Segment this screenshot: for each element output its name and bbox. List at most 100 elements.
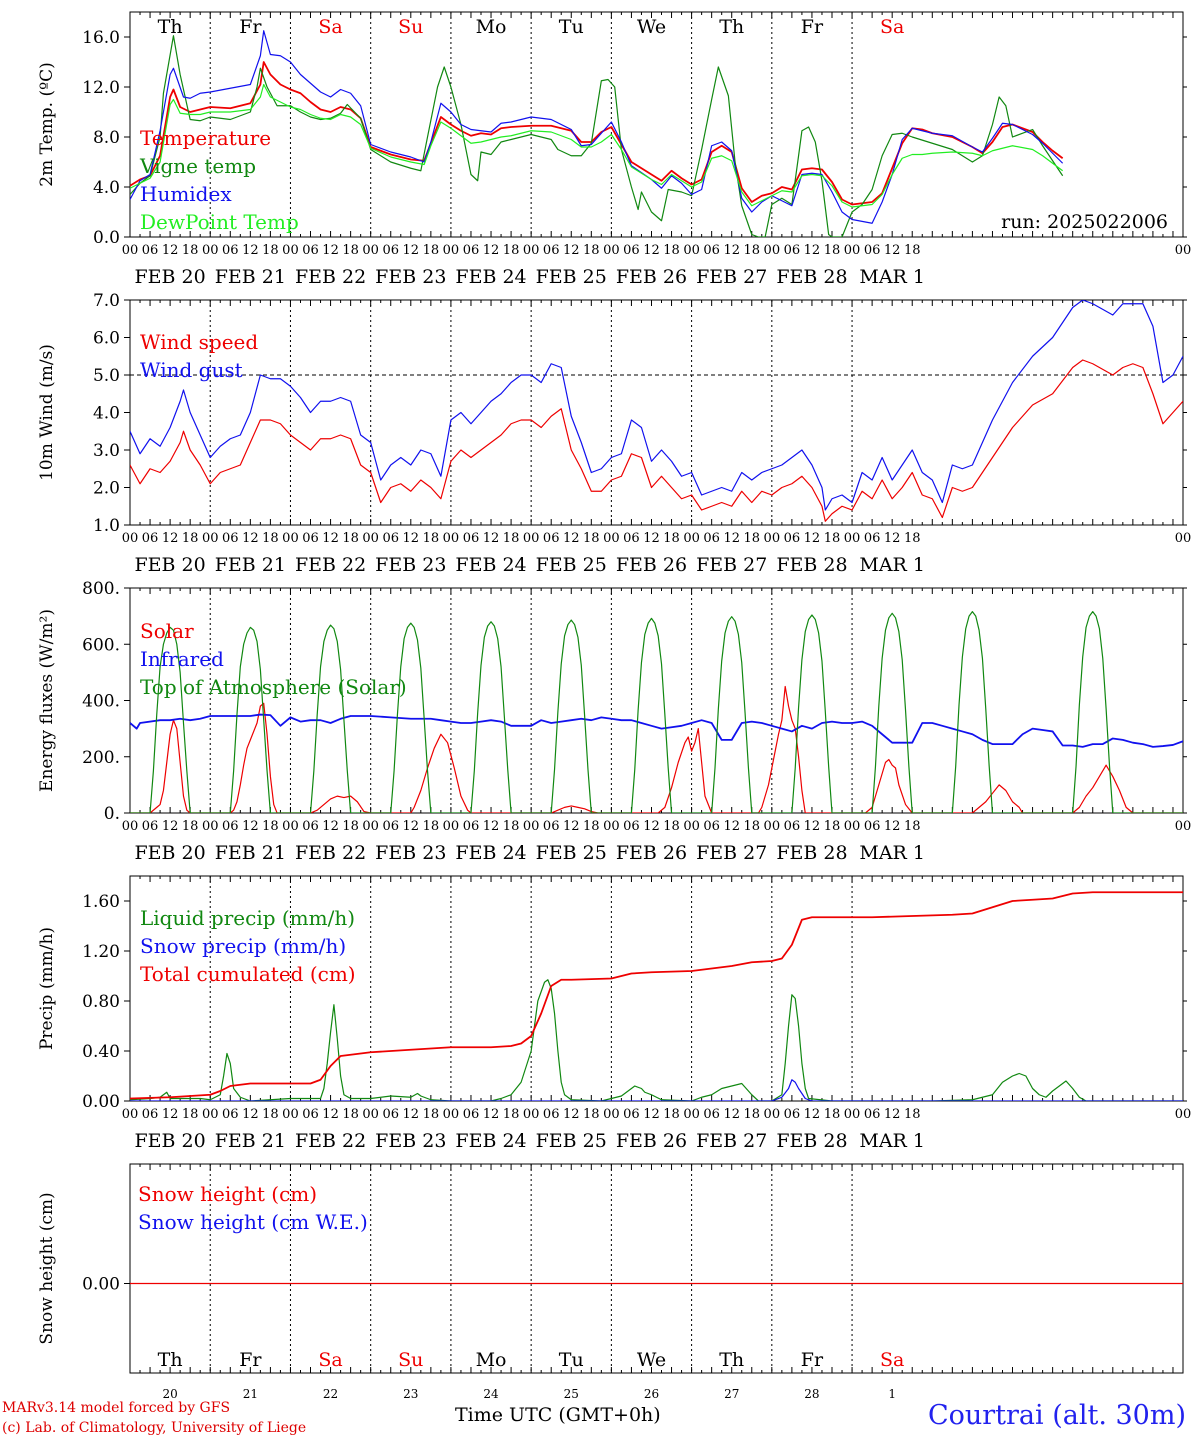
panel-frame <box>129 299 1184 526</box>
hour-tick-label: 12 <box>322 819 339 834</box>
hour-tick-label: 06 <box>302 531 319 546</box>
hour-tick-label: 12 <box>804 243 821 258</box>
y-tick-label: 3.0 <box>93 441 120 461</box>
day-number-label: 24 <box>483 1387 499 1401</box>
series-line-infrared <box>130 713 1183 748</box>
hour-tick-label: 12 <box>563 819 580 834</box>
hour-tick-label: 00 <box>1175 1107 1192 1122</box>
hour-tick-label: 12 <box>643 243 660 258</box>
hour-tick-label: 06 <box>543 531 560 546</box>
y-tick-label: 800. <box>82 579 120 599</box>
hour-tick-label: 00 <box>282 1107 299 1122</box>
hour-tick-label: 00 <box>202 819 219 834</box>
legend-entry: Snow precip (mm/h) <box>140 934 346 958</box>
hour-tick-label: 18 <box>262 531 279 546</box>
hour-tick-label: 12 <box>563 243 580 258</box>
time-axis-label: Time UTC (GMT+0h) <box>455 1404 661 1426</box>
hour-tick-label: 06 <box>463 531 480 546</box>
hour-tick-label: 06 <box>463 1107 480 1122</box>
legend-entry: Snow height (cm W.E.) <box>138 1210 368 1234</box>
y-tick-label: 0.80 <box>82 992 120 1012</box>
hour-tick-label: 12 <box>804 819 821 834</box>
hour-tick-label: 12 <box>563 531 580 546</box>
series-group <box>130 300 1183 522</box>
y-tick-label: 200. <box>82 748 120 768</box>
hour-tick-label: 00 <box>362 1107 379 1122</box>
hour-tick-label: 00 <box>122 819 139 834</box>
y-tick-label: 0.00 <box>82 1092 120 1112</box>
legend-entry: Wind speed <box>140 330 258 354</box>
hour-tick-label: 18 <box>583 819 600 834</box>
hour-tick-label: 00 <box>362 243 379 258</box>
hour-tick-label: 18 <box>342 243 359 258</box>
hour-tick-label: 00 <box>603 243 620 258</box>
hour-tick-label: 12 <box>884 819 901 834</box>
legend-entry: Solar <box>140 619 194 643</box>
hour-tick-label: 06 <box>543 819 560 834</box>
y-tick-label: 2.0 <box>93 479 120 499</box>
hour-tick-label: 06 <box>463 243 480 258</box>
hour-tick-label: 18 <box>824 243 841 258</box>
y-tick-label: 0. <box>104 804 120 824</box>
hour-tick-label: 12 <box>723 1107 740 1122</box>
hour-tick-label: 18 <box>503 1107 520 1122</box>
date-label: FEB 26 <box>616 554 687 576</box>
day-number-label: 1 <box>888 1387 896 1401</box>
hour-tick-label: 18 <box>824 1107 841 1122</box>
hour-tick-label: 18 <box>262 1107 279 1122</box>
hour-tick-label: 12 <box>242 819 259 834</box>
hour-tick-label: 00 <box>844 243 861 258</box>
series-line-liquid-precip-mm-h- <box>130 979 1183 1101</box>
hour-tick-label: 18 <box>743 243 760 258</box>
hour-tick-label: 12 <box>884 531 901 546</box>
weekday-label: Mo <box>476 16 507 38</box>
y-tick-label: 400. <box>82 692 120 712</box>
hour-tick-label: 00 <box>764 531 781 546</box>
date-label: FEB 24 <box>455 554 526 576</box>
hour-tick-label: 18 <box>904 243 921 258</box>
hour-tick-label: 18 <box>904 1107 921 1122</box>
hour-tick-label: 12 <box>403 819 420 834</box>
weekday-label: Su <box>398 1349 423 1371</box>
hour-tick-label: 00 <box>683 531 700 546</box>
date-label: FEB 28 <box>776 266 847 288</box>
day-number-label: 20 <box>162 1387 177 1401</box>
date-label: FEB 20 <box>134 554 205 576</box>
series-line-top-of-atmosphere-solar- <box>130 611 1183 813</box>
hour-tick-label: 18 <box>583 1107 600 1122</box>
hour-tick-label: 12 <box>483 1107 500 1122</box>
date-label: FEB 23 <box>375 266 446 288</box>
y-tick-label: 8.0 <box>93 128 120 148</box>
date-label: FEB 26 <box>616 266 687 288</box>
weekday-label: Th <box>719 16 744 38</box>
date-label: MAR 1 <box>859 842 925 864</box>
hour-tick-label: 18 <box>743 1107 760 1122</box>
y-tick-label: 16.0 <box>82 28 120 48</box>
day-number-label: 23 <box>403 1387 418 1401</box>
hour-tick-label: 06 <box>222 819 239 834</box>
hour-tick-label: 00 <box>443 243 460 258</box>
date-label: FEB 24 <box>455 1130 526 1152</box>
y-tick-label: 0.40 <box>82 1042 120 1062</box>
date-label: FEB 27 <box>696 842 767 864</box>
y-tick-label: 1.60 <box>82 892 120 912</box>
hour-tick-label: 06 <box>703 819 720 834</box>
hour-tick-label: 18 <box>342 819 359 834</box>
hour-tick-label: 18 <box>743 531 760 546</box>
weekday-label: We <box>637 1349 666 1371</box>
hour-tick-label: 06 <box>784 1107 801 1122</box>
hour-tick-label: 06 <box>864 1107 881 1122</box>
hour-tick-label: 00 <box>202 243 219 258</box>
hour-tick-label: 18 <box>824 531 841 546</box>
hour-tick-label: 18 <box>342 1107 359 1122</box>
date-label: FEB 28 <box>776 842 847 864</box>
legend-entry: Wind gust <box>140 358 243 382</box>
y-tick-label: 4.0 <box>93 178 120 198</box>
legend-entry: Infrared <box>140 647 224 671</box>
hour-tick-label: 18 <box>904 531 921 546</box>
hour-tick-label: 06 <box>382 243 399 258</box>
hour-tick-label: 06 <box>222 1107 239 1122</box>
panel-3: 0. 200. 400. 600. 800. Energy fluxes (W/m²) So… <box>37 579 1191 864</box>
hour-tick-label: 06 <box>543 243 560 258</box>
weekday-label: Su <box>398 16 423 38</box>
